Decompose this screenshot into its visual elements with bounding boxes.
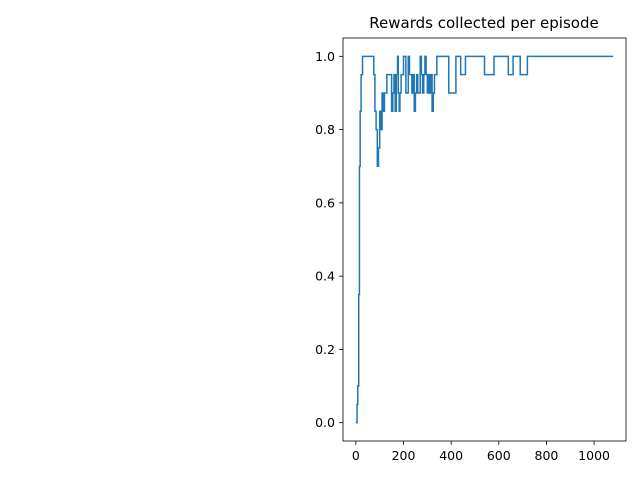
- plot-area: 0 200 400 600 800 1000 0.0 0.2 0.4 0.6 0.8 1.0: [315, 37, 627, 463]
- series-layer: [355, 55, 614, 424]
- x-tick-label: 400: [439, 448, 463, 463]
- axes-frame: [342, 37, 627, 442]
- y-tick-label: 0.4: [315, 269, 335, 284]
- x-tick-label: 200: [392, 448, 416, 463]
- x-tick-label: 0: [352, 448, 360, 463]
- y-tick-label: 0.0: [315, 415, 335, 430]
- series-line-0: [355, 55, 614, 424]
- y-tick-label: 0.8: [315, 122, 335, 137]
- x-tick-label: 600: [487, 448, 511, 463]
- chart-title: Rewards collected per episode: [369, 14, 598, 32]
- axes-spines: [342, 37, 627, 442]
- y-tick-label: 0.2: [315, 342, 335, 357]
- x-tick-label: 800: [535, 448, 559, 463]
- x-axis-ticks: 0 200 400 600 800 1000: [352, 441, 610, 463]
- y-tick-label: 0.6: [315, 195, 335, 210]
- y-tick-label: 1.0: [315, 49, 335, 64]
- x-tick-label: 1000: [578, 448, 610, 463]
- y-axis-ticks: 0.0 0.2 0.4 0.6 0.8 1.0: [315, 49, 343, 430]
